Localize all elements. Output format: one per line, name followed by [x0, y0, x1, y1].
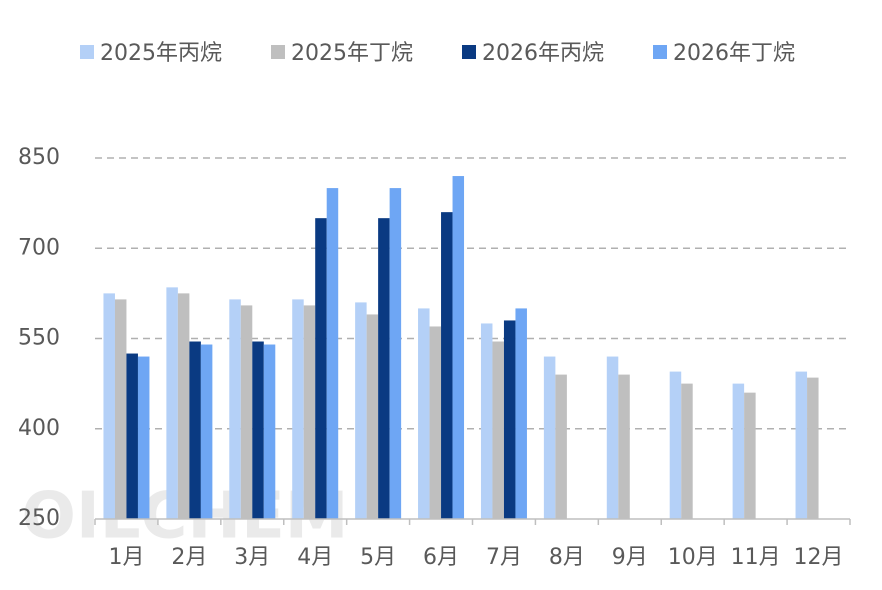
bar [480, 323, 493, 519]
bar [355, 302, 367, 519]
bar [606, 356, 619, 519]
y-tick-label: 550 [18, 326, 60, 351]
y-tick-label: 850 [18, 145, 60, 170]
bar [492, 341, 504, 519]
legend-swatch [653, 45, 667, 59]
bar [315, 218, 327, 519]
bar [429, 326, 442, 519]
legend-label: 2025年丙烷 [100, 41, 222, 66]
x-tick-label: 10月 [668, 545, 718, 570]
x-tick-label: 2月 [171, 545, 207, 570]
bar [441, 212, 453, 519]
y-tick-label: 700 [18, 235, 60, 260]
bar [543, 356, 556, 519]
bar [103, 293, 115, 519]
bar [389, 188, 402, 520]
bar [681, 383, 693, 519]
x-tick-label: 12月 [794, 545, 844, 570]
y-tick-label: 250 [18, 506, 60, 531]
bar [200, 344, 213, 519]
bar [189, 341, 201, 519]
bar [503, 320, 516, 519]
bar [166, 287, 178, 519]
bar [292, 299, 304, 519]
bar [252, 341, 264, 519]
bar [515, 308, 527, 519]
y-tick-label: 400 [18, 416, 60, 441]
bar [263, 344, 276, 519]
bar [326, 188, 339, 520]
bar [229, 299, 241, 519]
bar [303, 305, 316, 519]
bar [126, 353, 138, 519]
x-tick-label: 3月 [234, 545, 270, 570]
x-tick-label: 7月 [486, 545, 522, 570]
x-tick-label: 5月 [360, 545, 396, 570]
legend-swatch [462, 45, 476, 59]
bar [555, 374, 567, 519]
legend-label: 2025年丁烷 [291, 41, 413, 66]
bar [177, 293, 190, 519]
bar [418, 308, 430, 519]
bar [618, 374, 630, 519]
bar [378, 218, 390, 519]
x-tick-label: 8月 [549, 545, 585, 570]
bar [669, 371, 682, 519]
bar [807, 377, 819, 519]
bar [732, 383, 745, 519]
legend-label: 2026年丁烷 [673, 41, 795, 66]
x-tick-label: 6月 [423, 545, 459, 570]
bar [366, 314, 379, 519]
legend-label: 2026年丙烷 [482, 41, 604, 66]
bar [240, 305, 253, 519]
x-tick-label: 4月 [297, 545, 333, 570]
legend-swatch [80, 45, 94, 59]
x-tick-label: 9月 [612, 545, 648, 570]
x-tick-label: 11月 [731, 545, 781, 570]
legend-swatch [271, 45, 285, 59]
bar [744, 392, 756, 519]
bar [137, 356, 150, 519]
bar [795, 371, 808, 519]
bar [114, 299, 127, 519]
x-tick-label: 1月 [108, 545, 144, 570]
bar [452, 176, 465, 520]
